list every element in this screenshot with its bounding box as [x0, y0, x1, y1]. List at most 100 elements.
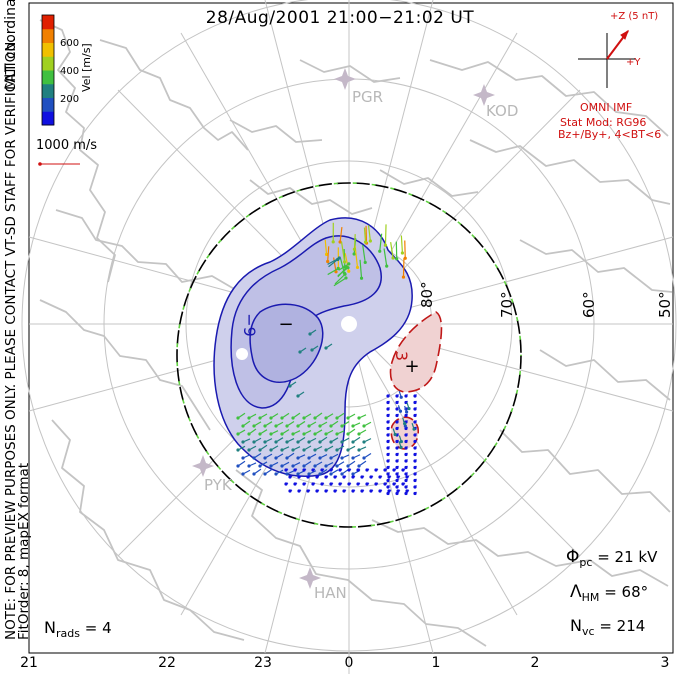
velocity-vector — [259, 444, 268, 451]
velocity-vector — [319, 436, 328, 443]
velocity-vector — [414, 472, 417, 475]
velocity-vector — [379, 233, 383, 252]
velocity-vector — [308, 421, 317, 427]
stat-n-vc-value: = 214 — [599, 617, 646, 635]
station-markers — [192, 68, 495, 589]
velocity-vector — [316, 489, 320, 492]
velocity-vector — [405, 459, 408, 462]
velocity-vector — [299, 347, 307, 353]
velocity-vector — [402, 482, 406, 485]
velocity-vector — [325, 489, 329, 492]
velocity-vector — [297, 420, 306, 427]
velocity-vector — [353, 234, 356, 250]
velocity-vector — [414, 465, 417, 468]
velocity-vector — [390, 242, 394, 259]
velocity-vector — [405, 426, 408, 429]
velocity-vector — [242, 438, 251, 443]
stat-phi-pc-symbol: Φ — [566, 547, 580, 567]
velocity-vector — [343, 489, 347, 492]
colorbar-band — [42, 111, 54, 126]
imf-z-label: +Z (5 nT) — [610, 11, 659, 22]
velocity-vector — [347, 460, 356, 467]
velocity-vector — [352, 436, 361, 443]
velocity-vector — [396, 426, 399, 429]
velocity-vector — [414, 446, 417, 449]
stat-n-vc-sub: vc — [581, 625, 595, 638]
velocity-vector — [343, 475, 347, 478]
velocity-vector — [303, 482, 307, 485]
velocity-vector — [264, 468, 273, 475]
colorbar-band — [42, 56, 54, 71]
velocity-vector — [352, 422, 361, 427]
velocity-vector — [405, 413, 408, 416]
velocity-vector — [319, 421, 328, 427]
velocity-vector — [336, 430, 345, 435]
velocity-vector — [341, 437, 350, 443]
velocity-vector — [321, 482, 325, 485]
station-label-pyk: PYK — [204, 476, 233, 494]
negative-contour-label: −9 — [240, 313, 259, 337]
velocity-vector — [414, 394, 417, 397]
velocity-vector — [348, 468, 352, 471]
velocity-vector — [384, 468, 388, 471]
colorbar-tick-600: 600 — [60, 38, 80, 49]
velocity-vector — [253, 468, 262, 475]
velocity-vectors — [236, 222, 417, 496]
velocity-vector — [362, 244, 366, 263]
velocity-vector — [397, 489, 401, 492]
velocity-vector — [388, 489, 392, 492]
velocity-vector — [370, 475, 374, 478]
velocity-vector — [387, 465, 390, 468]
velocity-vector — [319, 469, 328, 475]
velocity-vector — [396, 439, 399, 442]
velocity-vector — [333, 277, 347, 287]
velocity-vector — [383, 248, 388, 267]
velocity-vector — [352, 489, 356, 492]
velocity-vector — [393, 468, 397, 471]
velocity-vector — [324, 239, 328, 255]
stat-lambda-hm-sub: HM — [581, 591, 600, 604]
velocity-vector — [237, 445, 246, 451]
velocity-vector — [298, 489, 302, 492]
velocity-vector — [297, 391, 305, 397]
mlt-tick-21: 21 — [20, 655, 38, 671]
velocity-vector — [330, 468, 334, 471]
velocity-vector — [248, 428, 257, 435]
velocity-vector — [275, 469, 284, 475]
velocity-vector — [348, 482, 352, 485]
velocity-vector — [396, 446, 399, 449]
velocity-vector — [405, 472, 408, 475]
velocity-vector — [396, 407, 399, 410]
velocity-vector — [289, 489, 293, 492]
imf-stat-mod: Stat Mod: RG96 — [560, 116, 647, 129]
positive-cell-fill — [389, 311, 443, 393]
station-label-han: HAN — [314, 584, 347, 602]
velocity-vector — [336, 445, 345, 451]
velocity-vector — [387, 472, 390, 475]
velocity-vector — [414, 478, 417, 481]
velocity-vector — [259, 461, 268, 467]
latitude-label-80: 80° — [418, 281, 436, 308]
velocity-vector — [405, 433, 408, 436]
velocity-vector — [347, 428, 356, 435]
velocity-vector — [358, 429, 367, 435]
velocity-vector — [405, 465, 408, 468]
colorbar-band — [42, 97, 54, 112]
velocity-vector — [388, 475, 392, 478]
velocity-vector — [414, 439, 417, 442]
velocity-vector — [387, 413, 390, 416]
velocity-vector — [270, 430, 279, 435]
velocity-vector — [405, 394, 408, 397]
velocity-vector — [352, 454, 361, 459]
velocity-vector — [396, 478, 399, 481]
velocity-vector — [405, 446, 408, 449]
velocity-vector — [363, 453, 372, 459]
mlt-tick-22: 22 — [158, 655, 176, 671]
velocity-vector — [286, 452, 295, 459]
stat-n-vc: Nvc = 214 — [570, 616, 645, 638]
velocity-vector — [325, 429, 334, 435]
velocity-vector — [358, 446, 367, 451]
velocity-vector — [281, 446, 290, 451]
velocity-vector — [406, 489, 410, 492]
velocity-vector — [242, 469, 251, 475]
